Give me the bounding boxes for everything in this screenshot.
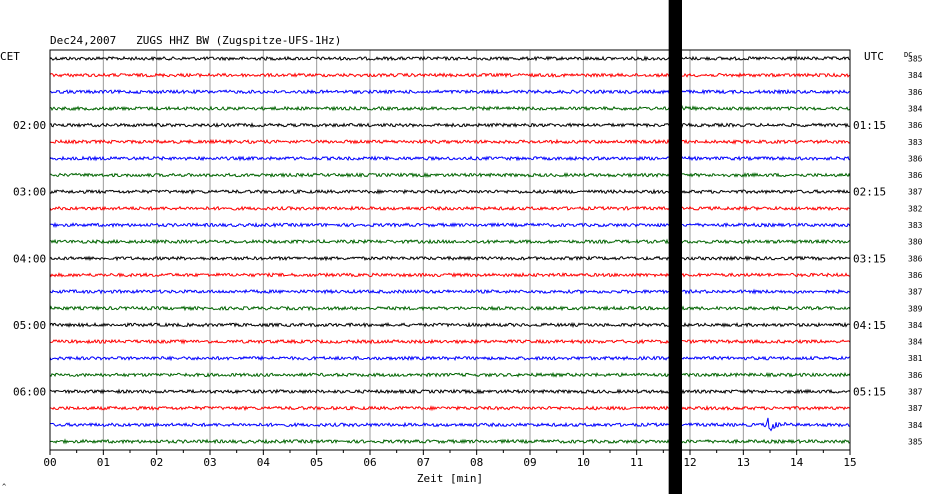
left-time-label: 02:00 [13, 119, 46, 132]
right-time-label: 03:15 [853, 252, 886, 265]
trace-row-22 [49, 417, 851, 432]
chart-title: Dec24,2007 ZUGS HHZ BW (Zugspitze-UFS-1H… [50, 34, 341, 47]
dc-values: 385 384 386 384 386 383 386 386 387 382 383 380 386 3… [908, 55, 923, 447]
trace-row-21 [49, 405, 851, 412]
dc-value-row-13: 386 [908, 271, 923, 280]
trace-row-11 [49, 238, 851, 245]
dc-value-row-14: 387 [908, 288, 923, 297]
dc-value-row-18: 381 [908, 354, 923, 363]
dc-value-row-11: 380 [908, 238, 923, 247]
x-tick-label-08: 08 [470, 456, 483, 469]
trace-row-7 [49, 172, 851, 179]
dc-value-row-6: 386 [908, 154, 923, 163]
x-tick-label-13: 13 [737, 456, 750, 469]
dc-value-row-3: 384 [908, 104, 923, 113]
corner-mark: ^ [2, 483, 6, 491]
dc-header: DC [904, 51, 912, 59]
trace-row-10 [49, 221, 851, 228]
x-tick-label-03: 03 [203, 456, 216, 469]
right-time-label: 05:15 [853, 386, 886, 399]
dc-value-row-8: 387 [908, 188, 923, 197]
trace-row-1 [49, 72, 851, 79]
x-tick-label-15: 15 [843, 456, 856, 469]
x-tick-label-06: 06 [363, 456, 376, 469]
x-tick-label-05: 05 [310, 456, 323, 469]
x-tick-label-00: 00 [43, 456, 56, 469]
x-tick-label-09: 09 [523, 456, 536, 469]
trace-row-0 [49, 55, 851, 62]
dc-value-row-16: 384 [908, 321, 923, 330]
trace-row-18 [49, 355, 851, 362]
dc-value-row-20: 387 [908, 388, 923, 397]
trace-row-20 [49, 388, 851, 395]
x-tick-label-07: 07 [417, 456, 430, 469]
right-time-label: 04:15 [853, 319, 886, 332]
left-time-labels: 02:00 03:00 04:00 05:00 06:00 [13, 119, 46, 398]
trace-row-17 [49, 338, 851, 345]
x-tick-label-11: 11 [630, 456, 643, 469]
trace-row-4 [49, 122, 851, 129]
x-tick-label-10: 10 [577, 456, 590, 469]
dc-value-row-19: 386 [908, 371, 923, 380]
dc-value-row-1: 384 [908, 71, 923, 80]
trace-row-15 [49, 305, 851, 312]
trace-row-6 [49, 155, 851, 162]
artifact-band [668, 0, 682, 494]
trace-row-19 [49, 371, 851, 378]
trace-row-2 [49, 88, 851, 95]
utc-label: UTC [864, 50, 884, 63]
grid-lines [102, 50, 798, 450]
x-axis-label: Zeit [min] [417, 472, 483, 485]
x-axis: 00 01 02 03 04 05 06 07 08 09 10 11 12 13 14 15 [43, 450, 857, 469]
seismic-traces [49, 55, 851, 445]
dc-value-row-21: 387 [908, 404, 923, 413]
trace-row-12 [49, 255, 851, 262]
x-tick-label-01: 01 [97, 456, 110, 469]
dc-value-row-10: 383 [908, 221, 923, 230]
x-tick-label-12: 12 [683, 456, 696, 469]
x-tick-label-14: 14 [790, 456, 804, 469]
trace-row-3 [49, 104, 851, 112]
dc-value-row-7: 386 [908, 171, 923, 180]
left-time-label: 06:00 [13, 386, 46, 399]
x-tick-label-02: 02 [150, 456, 163, 469]
left-time-label: 03:00 [13, 186, 46, 199]
cet-label: CET [0, 50, 20, 63]
dc-value-row-15: 389 [908, 304, 923, 313]
left-time-label: 04:00 [13, 252, 46, 265]
dc-value-row-5: 383 [908, 138, 923, 147]
trace-row-5 [49, 138, 851, 145]
trace-row-14 [49, 288, 851, 295]
right-time-label: 01:15 [853, 119, 886, 132]
trace-row-16 [49, 321, 851, 329]
dc-value-row-9: 382 [908, 204, 923, 213]
dc-value-row-22: 384 [908, 421, 923, 430]
right-time-label: 02:15 [853, 186, 886, 199]
trace-row-13 [49, 271, 851, 278]
right-time-labels: 01:15 02:15 03:15 04:15 05:15 [853, 119, 886, 398]
x-tick-label-04: 04 [257, 456, 271, 469]
dc-value-row-23: 385 [908, 437, 923, 446]
dc-value-row-2: 386 [908, 88, 923, 97]
dc-value-row-0: 385 [908, 55, 923, 64]
trace-row-23 [49, 438, 851, 445]
left-time-label: 05:00 [13, 319, 46, 332]
trace-row-8 [49, 188, 851, 195]
dc-value-row-17: 384 [908, 338, 923, 347]
dc-value-row-4: 386 [908, 121, 923, 130]
trace-row-9 [49, 205, 851, 212]
dc-value-row-12: 386 [908, 254, 923, 263]
